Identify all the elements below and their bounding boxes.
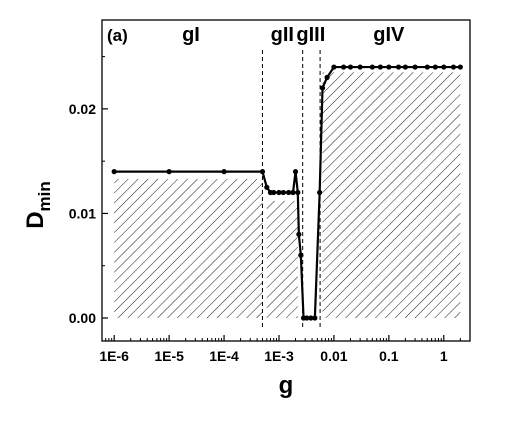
- data-point: [271, 189, 277, 196]
- hatched-region-2: [266, 200, 298, 318]
- data-point: [324, 74, 330, 81]
- data-point: [340, 64, 347, 70]
- data-point: [386, 64, 392, 70]
- data-point: [317, 189, 323, 196]
- y-axis-ticks: 0.00 0.01 0.02: [69, 56, 108, 326]
- data-point: [259, 169, 266, 175]
- hatched-region-layer: [114, 72, 461, 318]
- x-tick-label: 1E-3: [264, 348, 294, 364]
- data-point: [286, 189, 292, 196]
- data-point: [357, 64, 363, 70]
- y-axis-title-main: D: [22, 211, 49, 228]
- y-tick-label: 0.00: [69, 310, 96, 326]
- x-tick-label: 1E-5: [154, 348, 184, 364]
- y-axis-title: Dmin: [22, 181, 54, 229]
- data-point: [369, 64, 375, 70]
- data-point: [450, 64, 457, 70]
- y-tick-label: 0.02: [69, 101, 96, 117]
- data-point: [221, 169, 227, 175]
- x-tick-label: 1E-6: [99, 348, 129, 364]
- data-point: [319, 85, 326, 91]
- x-tick-label: 1: [440, 348, 448, 364]
- x-tick-label: 0.01: [320, 348, 347, 364]
- data-point: [298, 252, 304, 258]
- data-point: [290, 189, 296, 196]
- data-point: [280, 189, 286, 196]
- data-point: [295, 189, 301, 196]
- x-axis-ticks: 1E-6 1E-5 1E-4 1E-3 0.01 0.1 1: [99, 335, 471, 364]
- data-point: [441, 64, 447, 70]
- region-labels: gI gII gIII gIV: [182, 24, 405, 46]
- data-point: [308, 315, 314, 321]
- hatched-region-3: [322, 72, 461, 318]
- svg-text:Dmin: Dmin: [22, 181, 54, 229]
- x-tick-label: 1E-4: [209, 348, 239, 364]
- data-point: [166, 169, 172, 175]
- hatched-region-1: [114, 178, 263, 318]
- data-point: [276, 189, 282, 196]
- x-tick-label: 0.1: [379, 348, 399, 364]
- y-tick-label: 0.01: [69, 205, 96, 221]
- data-point: [402, 64, 408, 70]
- data-point: [457, 64, 463, 70]
- data-point: [347, 64, 354, 70]
- data-point: [412, 64, 418, 70]
- y-axis-title-subscript: min: [35, 181, 54, 211]
- plot-frame: [101, 19, 471, 342]
- data-point: [111, 169, 117, 175]
- data-point: [264, 184, 270, 190]
- data-point: [432, 64, 438, 70]
- region-label-gi: gI: [182, 24, 200, 46]
- data-point: [312, 315, 318, 321]
- data-point: [424, 64, 430, 70]
- region-label-gii: gII: [271, 24, 294, 46]
- data-point: [331, 64, 337, 70]
- x-axis-title: g: [279, 372, 294, 399]
- region-label-giv: gIV: [373, 24, 405, 46]
- panel-label: (a): [107, 26, 128, 45]
- data-point: [292, 169, 299, 175]
- region-label-giii: gIII: [296, 24, 325, 46]
- data-point: [395, 64, 402, 70]
- data-point: [377, 64, 383, 70]
- data-point: [304, 315, 310, 321]
- data-point: [296, 231, 302, 237]
- series-layer: [111, 64, 463, 321]
